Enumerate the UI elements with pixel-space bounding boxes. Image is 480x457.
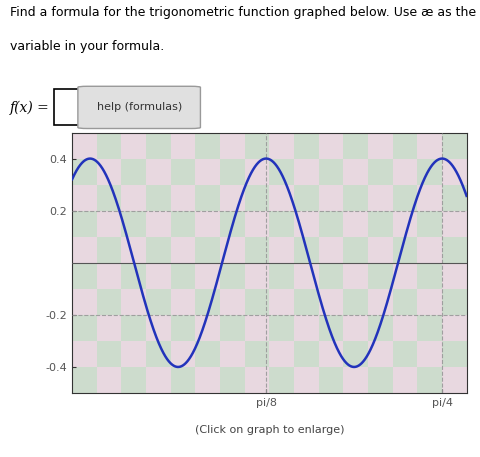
Text: f(x) =: f(x) = <box>10 100 49 115</box>
Text: (Click on graph to enlarge): (Click on graph to enlarge) <box>194 425 343 435</box>
Text: Find a formula for the trigonometric function graphed below. Use æ as the indepe: Find a formula for the trigonometric fun… <box>10 6 480 19</box>
Text: variable in your formula.: variable in your formula. <box>10 40 163 53</box>
Text: help (formulas): help (formulas) <box>96 102 181 112</box>
FancyBboxPatch shape <box>54 89 87 126</box>
FancyBboxPatch shape <box>78 86 200 128</box>
